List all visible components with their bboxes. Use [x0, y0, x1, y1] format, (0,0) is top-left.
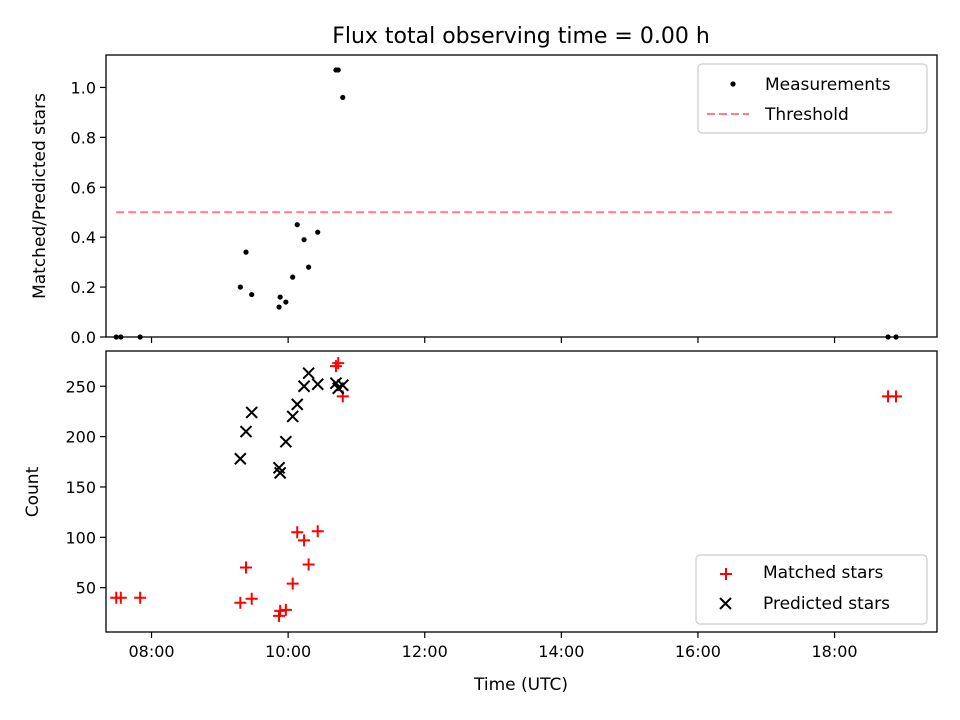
predicted-star-point [273, 466, 287, 480]
x-tick-label: 18:00 [811, 642, 857, 661]
matched-star-point [245, 592, 258, 605]
matched-star-point [302, 558, 315, 571]
matched-stars-legend-marker [720, 568, 732, 580]
measurement-point [315, 229, 321, 235]
bottom-x-ticks: 08:00 10:00 12:00 14:00 16:00 18:00 [128, 632, 858, 661]
matched-star-point [134, 591, 147, 604]
bottom-y-axis-label: Count [23, 466, 43, 517]
predicted-star-point [286, 410, 299, 423]
matched-star-point [273, 609, 286, 622]
predicted-star-point [239, 425, 253, 438]
bottom-legend-box [695, 554, 928, 625]
measurement-point [237, 284, 243, 290]
x-tick-label: 16:00 [675, 642, 721, 661]
measurement-point [306, 264, 312, 270]
y-tick-label: 100 [65, 528, 96, 547]
matched-star-point [311, 525, 324, 538]
matched-star-point [286, 577, 299, 590]
predicted-star-point [336, 379, 349, 392]
matched-star-point [279, 603, 292, 616]
matched-star-point [298, 534, 311, 547]
predicted-star-point [311, 378, 324, 391]
x-tick-label: 14:00 [538, 642, 584, 661]
y-tick-label: 0.0 [71, 328, 96, 347]
measurement-point [294, 222, 300, 228]
y-tick-label: 0.8 [71, 128, 96, 147]
top-axes: 0.0 0.2 0.4 0.6 0.8 1.0 Matched/Predicted sta… [30, 54, 938, 347]
predicted-star-point [302, 366, 315, 380]
y-tick-label: 1.0 [71, 78, 96, 97]
y-tick-label: 150 [65, 478, 96, 497]
matched-stars-legend-label: Matched stars [763, 563, 883, 583]
top-y-axis-label: Matched/Predicted stars [30, 93, 50, 299]
matched-star-point [291, 526, 304, 539]
y-tick-label: 0.6 [71, 178, 96, 197]
measurement-point [277, 294, 283, 300]
measurements-legend-marker [730, 81, 736, 87]
bottom-legend: Matched stars Predicted stars [695, 554, 928, 625]
x-axis-label: Time (UTC) [473, 675, 568, 695]
top-y-ticks: 0.0 0.2 0.4 0.6 0.8 1.0 [71, 78, 106, 347]
top-legend: Measurements Threshold [697, 63, 928, 134]
top-axes-frame [105, 54, 938, 338]
predicted-star-point [291, 398, 304, 411]
y-tick-label: 0.2 [71, 278, 96, 297]
measurement-point [340, 94, 346, 101]
measurement-point [243, 249, 249, 255]
matched-star-point [274, 604, 287, 617]
top-legend-box [697, 63, 928, 134]
matched-star-point [240, 561, 253, 574]
x-tick-label: 10:00 [265, 642, 311, 661]
bottom-plot-area [110, 357, 903, 622]
predicted-star-point [245, 406, 258, 419]
y-tick-label: 50 [76, 579, 96, 598]
predicted-stars-legend-label: Predicted stars [763, 594, 890, 614]
measurement-point [249, 291, 255, 298]
top-x-ticks [150, 337, 836, 343]
matched-star-point [234, 596, 247, 609]
matched-star-point [890, 390, 903, 403]
x-tick-label: 12:00 [402, 642, 448, 661]
matched-star-point [332, 357, 345, 370]
bottom-axes: 50 100 150 200 250 08:00 10:00 12:00 14:00 16:00… [23, 350, 938, 695]
predicted-star-point [297, 380, 311, 393]
y-tick-label: 250 [65, 377, 96, 396]
y-tick-label: 200 [65, 428, 96, 447]
measurement-point [335, 67, 341, 73]
matched-star-point [114, 591, 127, 604]
measurement-point [290, 274, 296, 280]
measurements-legend-label: Measurements [765, 75, 891, 95]
predicted-star-point [234, 452, 247, 465]
bottom-y-ticks: 50 100 150 200 250 [65, 377, 106, 598]
measurement-point [301, 237, 307, 243]
predicted-star-point [279, 435, 293, 448]
predicted-stars-legend-marker [719, 597, 732, 610]
y-tick-label: 0.4 [71, 228, 96, 247]
x-tick-label: 08:00 [128, 642, 174, 661]
measurement-point [276, 304, 282, 310]
top-plot-area [113, 67, 899, 340]
measurement-point [283, 299, 289, 305]
chart-title: Flux total observing time = 0.00 h [332, 24, 710, 49]
threshold-legend-label: Threshold [764, 105, 849, 125]
bottom-axes-frame [105, 350, 938, 633]
